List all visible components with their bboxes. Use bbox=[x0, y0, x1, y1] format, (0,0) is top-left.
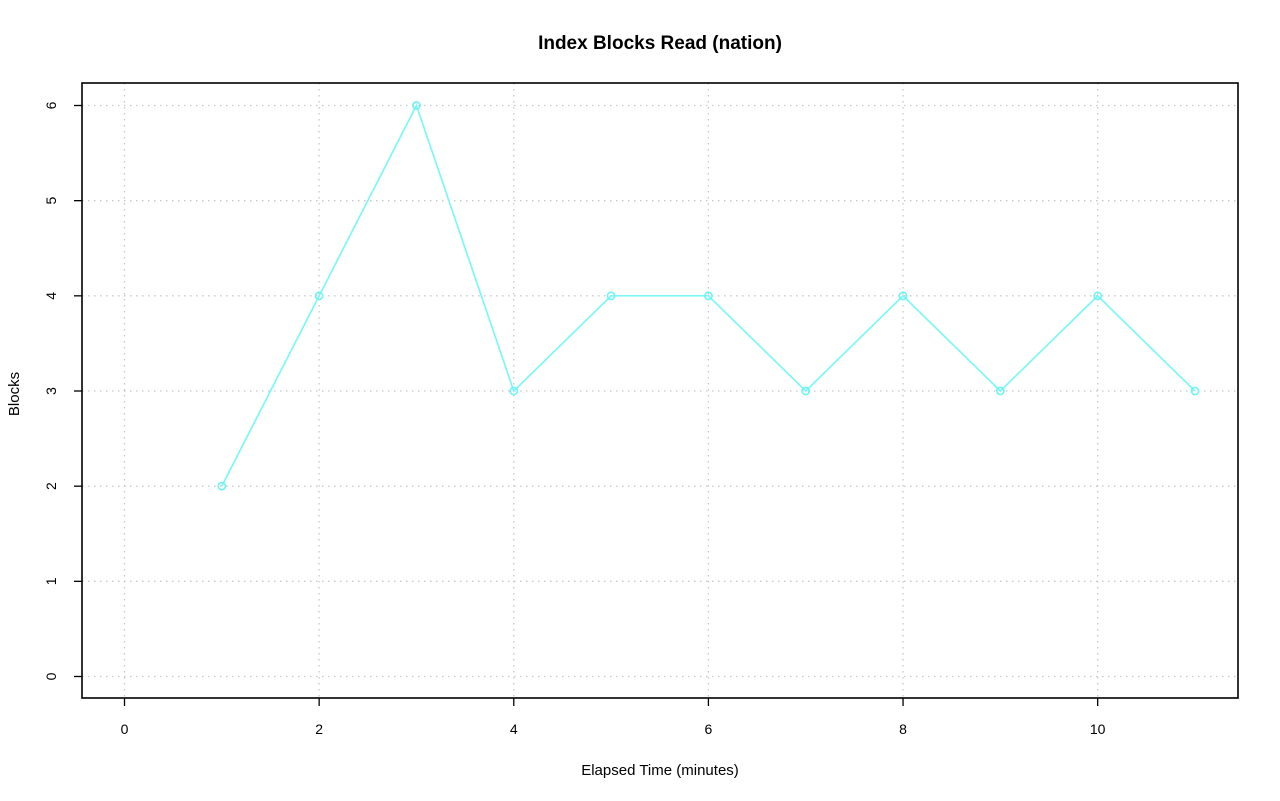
chart-title: Index Blocks Read (nation) bbox=[538, 33, 782, 54]
x-axis-label: Elapsed Time (minutes) bbox=[581, 762, 739, 779]
data-point bbox=[801, 386, 811, 396]
data-point bbox=[606, 291, 616, 301]
y-axis: 0 1 2 3 4 5 6 bbox=[43, 101, 82, 680]
y-tick-label: 4 bbox=[43, 292, 59, 300]
y-tick-label: 6 bbox=[43, 101, 59, 109]
data-point bbox=[412, 101, 421, 110]
x-tick-label: 2 bbox=[315, 721, 323, 737]
x-axis: 0 2 4 6 8 10 bbox=[121, 698, 1106, 737]
data-point bbox=[898, 291, 908, 301]
y-tick-label: 1 bbox=[43, 577, 59, 585]
data-point bbox=[509, 386, 519, 396]
y-tick-label: 5 bbox=[43, 197, 59, 205]
data-point bbox=[217, 481, 227, 491]
plot-frame bbox=[81, 82, 1239, 699]
data-point bbox=[704, 291, 713, 301]
series-layer bbox=[217, 101, 1200, 491]
series-line bbox=[221, 103, 1196, 487]
x-tick-label: 10 bbox=[1090, 721, 1106, 737]
y-axis-label: Blocks bbox=[6, 372, 23, 416]
x-tick-label: 6 bbox=[705, 721, 713, 737]
x-tick-label: 8 bbox=[899, 721, 907, 737]
y-tick-label: 0 bbox=[43, 672, 59, 680]
x-tick-label: 4 bbox=[510, 721, 518, 737]
y-tick-label: 2 bbox=[43, 482, 59, 490]
x-tick-label: 0 bbox=[121, 721, 129, 737]
data-point bbox=[1093, 291, 1103, 301]
data-point bbox=[314, 291, 324, 301]
y-tick-label: 3 bbox=[43, 387, 59, 395]
data-point bbox=[1190, 386, 1200, 396]
gridlines bbox=[82, 83, 1238, 698]
data-point bbox=[995, 386, 1005, 396]
